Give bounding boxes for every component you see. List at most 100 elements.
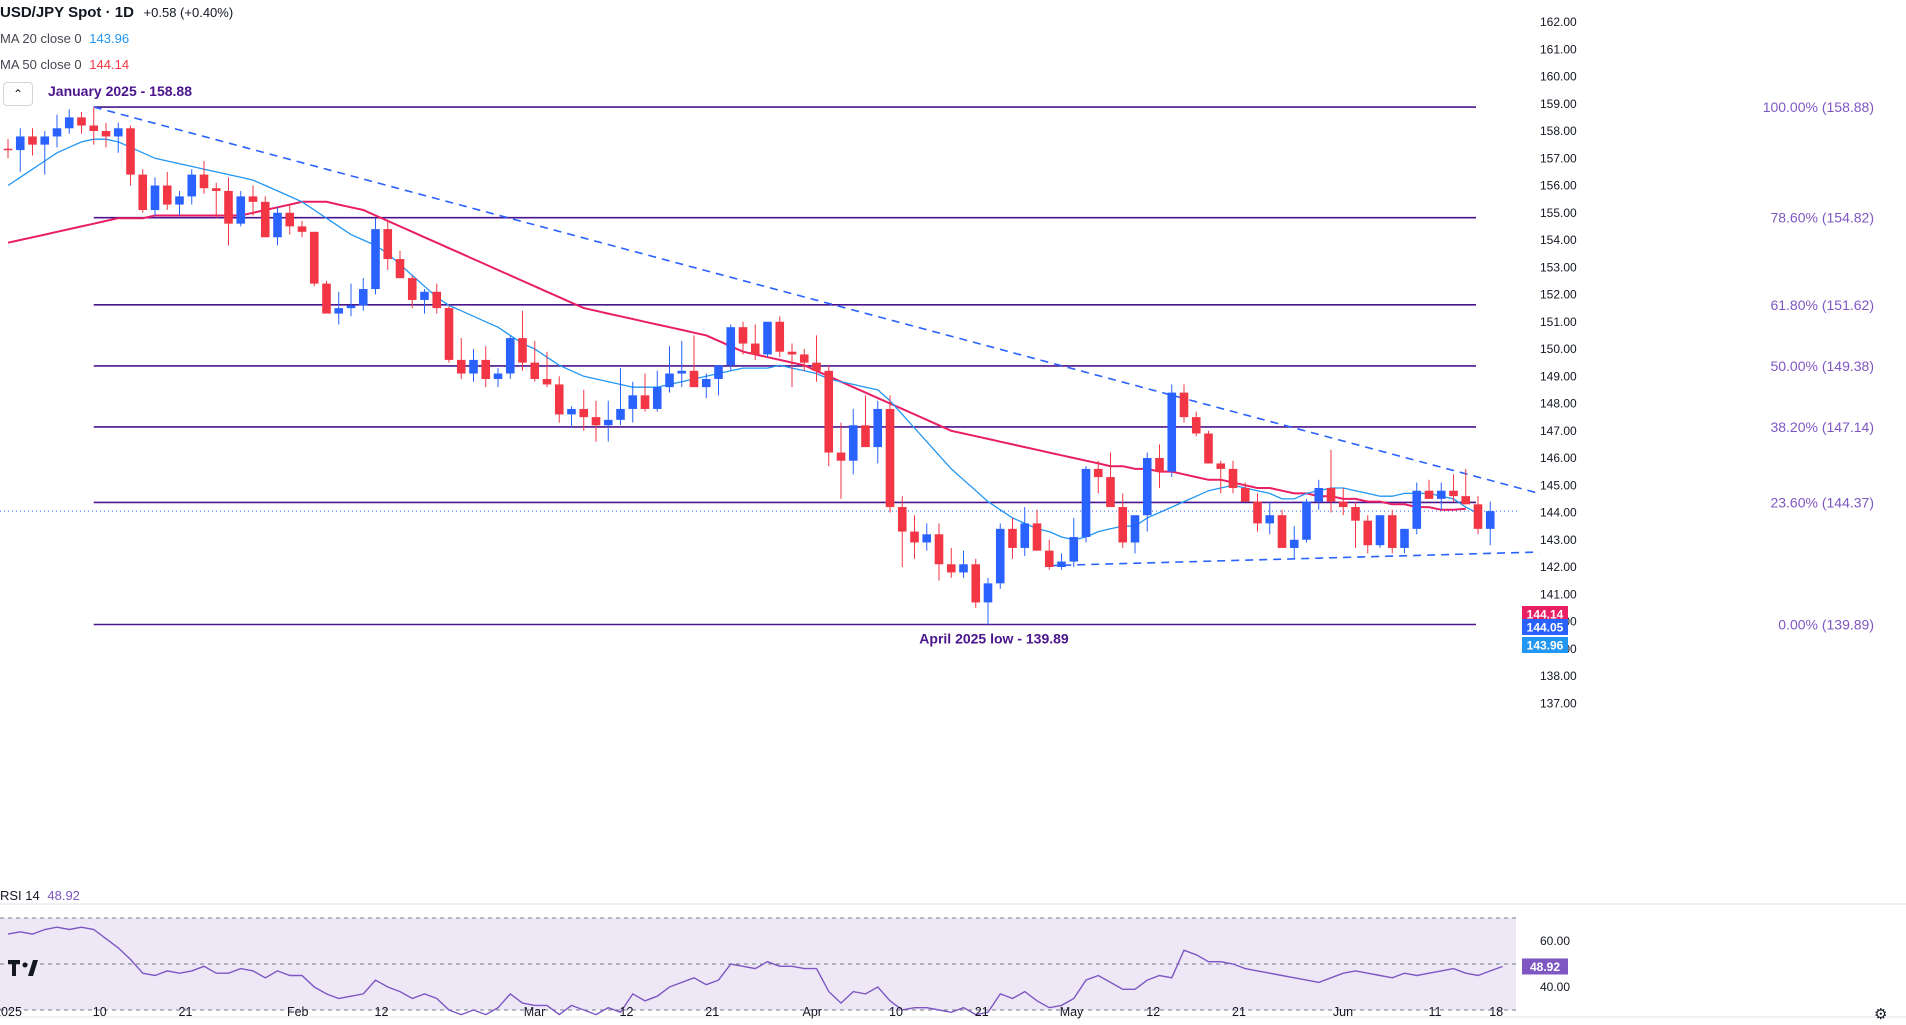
candle[interactable] bbox=[1204, 430, 1213, 464]
candle[interactable] bbox=[1412, 482, 1422, 535]
candle[interactable] bbox=[1191, 411, 1201, 437]
candle[interactable] bbox=[983, 577, 993, 625]
candle[interactable] bbox=[1106, 452, 1115, 508]
candle[interactable] bbox=[1363, 515, 1373, 554]
candle[interactable] bbox=[677, 340, 687, 388]
candle[interactable] bbox=[297, 220, 307, 238]
candle[interactable] bbox=[530, 340, 540, 382]
candle[interactable] bbox=[358, 278, 368, 311]
candle[interactable] bbox=[469, 349, 478, 382]
candle[interactable] bbox=[1228, 460, 1238, 494]
candle[interactable] bbox=[1142, 452, 1152, 532]
price-axis-tag[interactable]: 143.96 bbox=[1522, 637, 1568, 653]
candle[interactable] bbox=[714, 365, 723, 396]
candle[interactable] bbox=[260, 196, 270, 238]
candle[interactable] bbox=[567, 406, 576, 429]
candle[interactable] bbox=[15, 128, 25, 172]
candle[interactable] bbox=[1118, 493, 1128, 548]
candle[interactable] bbox=[750, 324, 760, 360]
candle[interactable] bbox=[493, 368, 503, 388]
settings-icon[interactable]: ⚙ bbox=[1874, 1006, 1888, 1023]
candle[interactable] bbox=[1093, 460, 1103, 494]
candle[interactable] bbox=[1069, 517, 1079, 567]
candle[interactable] bbox=[701, 373, 711, 399]
collapse-legend-button[interactable]: ⌃ bbox=[3, 82, 33, 106]
candle[interactable] bbox=[444, 305, 454, 363]
candle[interactable] bbox=[726, 324, 736, 371]
candle[interactable] bbox=[640, 373, 650, 412]
candle[interactable] bbox=[1449, 474, 1458, 502]
candle[interactable] bbox=[799, 349, 809, 371]
candle[interactable] bbox=[1130, 515, 1140, 554]
candle[interactable] bbox=[910, 515, 919, 559]
trendline[interactable] bbox=[93, 106, 1540, 495]
candle[interactable] bbox=[603, 400, 613, 442]
candle[interactable] bbox=[959, 550, 968, 578]
candle[interactable] bbox=[236, 190, 246, 227]
candle[interactable] bbox=[175, 190, 184, 216]
candle[interactable] bbox=[812, 335, 821, 382]
candle[interactable] bbox=[1351, 501, 1360, 548]
candle[interactable] bbox=[1485, 501, 1495, 546]
candle[interactable] bbox=[591, 400, 601, 442]
candle[interactable] bbox=[113, 122, 123, 153]
candle[interactable] bbox=[162, 171, 172, 211]
candle[interactable] bbox=[934, 523, 944, 581]
candle[interactable] bbox=[775, 316, 785, 358]
candle[interactable] bbox=[848, 408, 858, 475]
candle[interactable] bbox=[1461, 468, 1471, 505]
candle[interactable] bbox=[652, 370, 662, 412]
candle[interactable] bbox=[1277, 509, 1287, 548]
candle[interactable] bbox=[1265, 501, 1275, 535]
candle[interactable] bbox=[971, 558, 981, 608]
candle[interactable] bbox=[1289, 526, 1299, 559]
candle[interactable] bbox=[248, 185, 258, 216]
candle[interactable] bbox=[1338, 487, 1348, 516]
candle[interactable] bbox=[1179, 384, 1189, 423]
symbol-title[interactable]: USD/JPY Spot · 1D bbox=[0, 4, 134, 21]
candle[interactable] bbox=[1020, 507, 1030, 557]
candle[interactable] bbox=[763, 321, 772, 358]
candle[interactable] bbox=[1375, 515, 1385, 548]
candle[interactable] bbox=[689, 335, 699, 388]
candle[interactable] bbox=[150, 177, 160, 216]
price-axis-tag[interactable]: 144.05 bbox=[1522, 619, 1568, 635]
candle[interactable] bbox=[518, 310, 527, 371]
candle[interactable] bbox=[64, 109, 74, 134]
candle[interactable] bbox=[395, 250, 405, 279]
candle[interactable] bbox=[787, 343, 797, 388]
symbol-row[interactable]: USD/JPY Spot · 1D +0.58 (+0.40%) bbox=[0, 0, 233, 26]
candle[interactable] bbox=[40, 131, 50, 175]
candle[interactable] bbox=[273, 207, 282, 246]
candle[interactable] bbox=[89, 107, 99, 145]
price-axis-tag[interactable]: 144.14 bbox=[1522, 606, 1568, 622]
candle[interactable] bbox=[1032, 509, 1042, 551]
candle[interactable] bbox=[836, 422, 846, 499]
candle[interactable] bbox=[1044, 539, 1054, 570]
candle[interactable] bbox=[1424, 479, 1434, 499]
candle[interactable] bbox=[322, 280, 331, 314]
candle[interactable] bbox=[211, 182, 221, 219]
ma50-legend[interactable]: MA 50 close 0 144.14 bbox=[0, 52, 233, 78]
candle[interactable] bbox=[138, 169, 148, 213]
candle[interactable] bbox=[199, 160, 209, 194]
candle[interactable] bbox=[1155, 444, 1164, 488]
candle[interactable] bbox=[420, 289, 429, 314]
candle[interactable] bbox=[126, 125, 135, 186]
candle[interactable] bbox=[1400, 528, 1409, 554]
candle[interactable] bbox=[861, 395, 870, 448]
candle[interactable] bbox=[885, 395, 895, 513]
candle[interactable] bbox=[432, 283, 442, 314]
candle[interactable] bbox=[542, 351, 552, 388]
candle[interactable] bbox=[407, 275, 417, 309]
candle[interactable] bbox=[1008, 517, 1017, 559]
candle[interactable] bbox=[383, 220, 393, 270]
candle[interactable] bbox=[505, 335, 515, 379]
candle[interactable] bbox=[1240, 482, 1250, 502]
candle[interactable] bbox=[616, 368, 625, 426]
candle[interactable] bbox=[1326, 449, 1336, 513]
candle[interactable] bbox=[224, 177, 233, 246]
candle[interactable] bbox=[579, 389, 589, 431]
tradingview-logo-icon[interactable] bbox=[6, 955, 40, 981]
candle[interactable] bbox=[995, 523, 1005, 589]
